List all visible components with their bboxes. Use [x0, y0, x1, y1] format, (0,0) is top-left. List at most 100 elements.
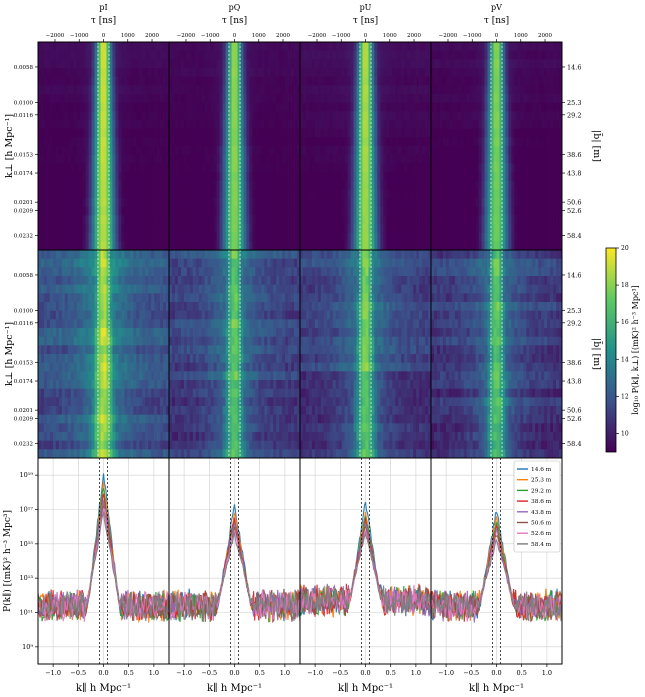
- heatmap-cell: [91, 250, 95, 260]
- heatmap-cell: [49, 128, 54, 138]
- heatmap-cell: [448, 232, 453, 242]
- heatmap-cell: [201, 42, 206, 52]
- heatmap-cell: [320, 232, 325, 242]
- heatmap-cell: [127, 137, 131, 147]
- heatmap-cell: [541, 111, 545, 121]
- heatmap-cell: [258, 163, 262, 173]
- heatmap-cell: [109, 215, 113, 225]
- heatmap-cell: [511, 76, 515, 86]
- heatmap-cell: [124, 172, 128, 182]
- heatmap-cell: [356, 154, 360, 164]
- heatmap-cell: [410, 154, 414, 164]
- heatmap-cell: [88, 111, 92, 121]
- heatmap-cell: [79, 397, 84, 407]
- heatmap-cell: [183, 137, 188, 147]
- heatmap-cell: [169, 189, 173, 199]
- heatmap-cell: [210, 198, 215, 208]
- heatmap-cell: [511, 189, 515, 199]
- heatmap-cell: [112, 42, 116, 52]
- heatmap-cell: [124, 85, 128, 95]
- heatmap-cell: [368, 189, 372, 199]
- heatmap-cell: [487, 102, 491, 112]
- heatmap-cell: [332, 102, 337, 112]
- heatmap-cell: [356, 232, 360, 242]
- heatmap-cell: [169, 128, 173, 138]
- heatmap-cell: [368, 76, 372, 86]
- heatmap-cell: [82, 198, 86, 208]
- heatmap-cell: [285, 42, 289, 52]
- heatmap-cell: [317, 224, 322, 234]
- heatmap-cell: [445, 172, 450, 182]
- heatmap-cell: [276, 68, 280, 78]
- heatmap-cell: [410, 59, 414, 69]
- heatmap-cell: [264, 94, 268, 104]
- heatmap-cell: [359, 68, 363, 78]
- heatmap-cell: [270, 68, 274, 78]
- heatmap-cell: [195, 206, 200, 216]
- heatmap-cell: [258, 76, 262, 86]
- heatmap-cell: [112, 310, 116, 320]
- heatmap-cell: [61, 232, 66, 242]
- heatmap-cell: [416, 137, 420, 147]
- heatmap-cell: [362, 241, 366, 251]
- heatmap-cell: [401, 42, 405, 52]
- heatmap-cell: [40, 76, 45, 86]
- heatmap-cell: [386, 59, 390, 69]
- heatmap-cell: [445, 206, 450, 216]
- heatmap-cell: [130, 388, 134, 398]
- heatmap-cell: [94, 371, 98, 381]
- heatmap-cell: [445, 111, 450, 121]
- heatmap-cell: [365, 172, 369, 182]
- heatmap-cell: [323, 102, 328, 112]
- heatmap-cell: [106, 180, 110, 190]
- heatmap-cell: [40, 371, 45, 381]
- heatmap-cell: [365, 102, 369, 112]
- heatmap-cell: [61, 85, 66, 95]
- heatmap-cell: [171, 163, 176, 173]
- heatmap-cell: [163, 258, 167, 268]
- heatmap-cell: [85, 111, 89, 121]
- heatmap-cell: [61, 206, 66, 216]
- heatmap-cell: [55, 111, 60, 121]
- heatmap-cell: [350, 241, 354, 251]
- heatmap-cell: [556, 215, 560, 225]
- heatmap-cell: [445, 50, 450, 60]
- heatmap-cell: [64, 102, 69, 112]
- heatmap-cell: [88, 224, 92, 234]
- heatmap-cell: [279, 76, 283, 86]
- heatmap-cell: [103, 371, 107, 381]
- heatmap-cell: [523, 206, 527, 216]
- heatmap-cell: [76, 232, 81, 242]
- heatmap-cell: [300, 206, 304, 216]
- heatmap-cell: [514, 102, 518, 112]
- heatmap-cell: [52, 224, 57, 234]
- heatmap-cell: [496, 189, 500, 199]
- heatmap-cell: [210, 59, 215, 69]
- heatmap-cell: [40, 293, 45, 303]
- heatmap-cell: [118, 276, 122, 286]
- heatmap-cell: [166, 180, 170, 190]
- heatmap-cell: [237, 172, 241, 182]
- heatmap-cell: [136, 68, 140, 78]
- heatmap-cell: [136, 284, 140, 294]
- heatmap-cell: [64, 94, 69, 104]
- heatmap-cell: [288, 50, 292, 60]
- heatmap-cell: [267, 94, 271, 104]
- heatmap-cell: [142, 250, 146, 260]
- heatmap-cell: [356, 180, 360, 190]
- heatmap-cell: [76, 42, 81, 52]
- heatmap-cell: [252, 146, 256, 156]
- heatmap-cell: [448, 163, 453, 173]
- heatmap-cell: [368, 42, 372, 52]
- heatmap-cell: [204, 163, 209, 173]
- heatmap-cell: [532, 241, 536, 251]
- heatmap-cell: [276, 50, 280, 60]
- heatmap-cell: [377, 76, 381, 86]
- heatmap-cell: [487, 59, 491, 69]
- heatmap-cell: [106, 163, 110, 173]
- heatmap-cell: [538, 94, 542, 104]
- heatmap-cell: [106, 198, 110, 208]
- heatmap-cell: [335, 241, 340, 251]
- heatmap-cell: [398, 85, 402, 95]
- heatmap-cell: [451, 172, 456, 182]
